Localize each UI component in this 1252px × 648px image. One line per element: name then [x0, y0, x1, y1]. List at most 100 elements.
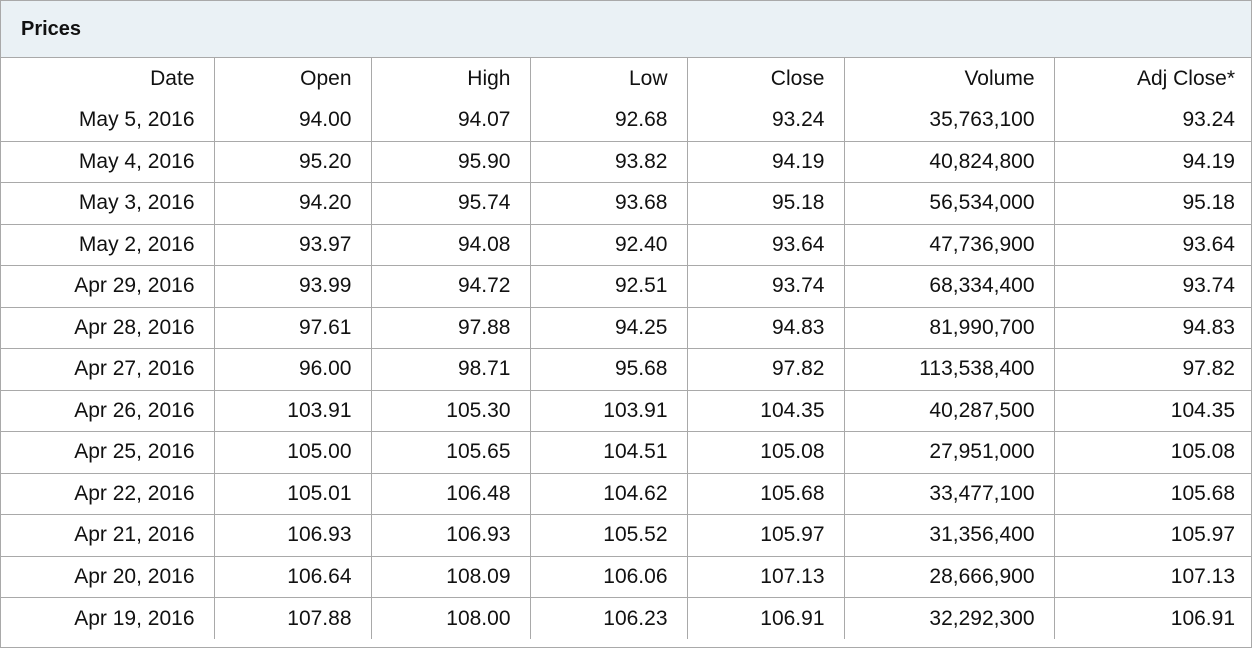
high-cell: 97.88 [370, 306, 531, 349]
open-cell: 93.97 [213, 223, 372, 266]
adj-close-cell: 95.18 [1053, 182, 1251, 225]
date-cell: May 4, 2016 [1, 140, 215, 183]
high-cell: 106.93 [370, 514, 531, 557]
close-cell: 94.83 [686, 306, 845, 349]
open-cell: 106.64 [213, 555, 372, 598]
high-cell: 106.48 [370, 472, 531, 515]
low-cell: 104.62 [529, 472, 688, 515]
volume-cell: 27,951,000 [843, 431, 1055, 474]
table-header-row: Date Open High Low Close Volume Adj Clos… [1, 58, 1251, 100]
low-cell: 95.68 [529, 348, 688, 391]
column-header-adj-close: Adj Close* [1053, 58, 1251, 100]
date-cell: Apr 29, 2016 [1, 265, 215, 308]
date-cell: May 3, 2016 [1, 182, 215, 225]
close-cell: 97.82 [686, 348, 845, 391]
high-cell: 94.08 [370, 223, 531, 266]
close-cell: 107.13 [686, 555, 845, 598]
column-header-low: Low [529, 58, 688, 100]
volume-cell: 28,666,900 [843, 555, 1055, 598]
close-cell: 95.18 [686, 182, 845, 225]
panel-title: Prices [21, 17, 82, 40]
adj-close-cell: 93.64 [1053, 223, 1251, 266]
low-cell: 103.91 [529, 389, 688, 432]
high-cell: 95.74 [370, 182, 531, 225]
close-cell: 106.91 [686, 597, 845, 639]
volume-cell: 47,736,900 [843, 223, 1055, 266]
volume-cell: 68,334,400 [843, 265, 1055, 308]
high-cell: 105.65 [370, 431, 531, 474]
date-cell: Apr 27, 2016 [1, 348, 215, 391]
high-cell: 108.00 [370, 597, 531, 639]
low-cell: 92.68 [529, 99, 688, 142]
table-row: Apr 28, 2016 97.61 97.88 94.25 94.83 81,990,7… [1, 306, 1251, 349]
volume-cell: 40,287,500 [843, 389, 1055, 432]
open-cell: 96.00 [213, 348, 372, 391]
high-cell: 94.07 [370, 99, 531, 142]
date-cell: Apr 28, 2016 [1, 306, 215, 349]
open-cell: 95.20 [213, 140, 372, 183]
close-cell: 105.08 [686, 431, 845, 474]
table-row: May 2, 2016 93.97 94.08 92.40 93.64 47,736,90… [1, 223, 1251, 266]
open-cell: 107.88 [213, 597, 372, 639]
adj-close-cell: 105.68 [1053, 472, 1251, 515]
date-cell: Apr 22, 2016 [1, 472, 215, 515]
high-cell: 105.30 [370, 389, 531, 432]
close-cell: 94.19 [686, 140, 845, 183]
table-body: May 5, 2016 94.00 94.07 92.68 93.24 35,763,10… [1, 99, 1251, 639]
table-row: May 5, 2016 94.00 94.07 92.68 93.24 35,763,10… [1, 99, 1251, 142]
panel-header: Prices [1, 1, 1251, 58]
volume-cell: 56,534,000 [843, 182, 1055, 225]
date-cell: Apr 19, 2016 [1, 597, 215, 639]
open-cell: 94.20 [213, 182, 372, 225]
table-row: Apr 22, 2016 105.01 106.48 104.62 105.68 33,4… [1, 472, 1251, 515]
date-cell: May 2, 2016 [1, 223, 215, 266]
open-cell: 93.99 [213, 265, 372, 308]
adj-close-cell: 97.82 [1053, 348, 1251, 391]
low-cell: 93.82 [529, 140, 688, 183]
close-cell: 93.74 [686, 265, 845, 308]
column-header-date: Date [1, 58, 215, 100]
table-row: Apr 27, 2016 96.00 98.71 95.68 97.82 113,538,… [1, 348, 1251, 391]
low-cell: 106.06 [529, 555, 688, 598]
table-row: Apr 19, 2016 107.88 108.00 106.23 106.91 32,2… [1, 597, 1251, 639]
volume-cell: 81,990,700 [843, 306, 1055, 349]
date-cell: Apr 20, 2016 [1, 555, 215, 598]
open-cell: 103.91 [213, 389, 372, 432]
volume-cell: 40,824,800 [843, 140, 1055, 183]
prices-table: Date Open High Low Close Volume Adj Clos… [1, 58, 1251, 639]
table-row: May 3, 2016 94.20 95.74 93.68 95.18 56,534,00… [1, 182, 1251, 225]
volume-cell: 113,538,400 [843, 348, 1055, 391]
date-cell: Apr 26, 2016 [1, 389, 215, 432]
high-cell: 108.09 [370, 555, 531, 598]
table-row: Apr 26, 2016 103.91 105.30 103.91 104.35 40,2… [1, 389, 1251, 432]
date-cell: Apr 25, 2016 [1, 431, 215, 474]
table-row: Apr 20, 2016 106.64 108.09 106.06 107.13 28,6… [1, 555, 1251, 598]
column-header-open: Open [213, 58, 372, 100]
adj-close-cell: 94.19 [1053, 140, 1251, 183]
close-cell: 93.24 [686, 99, 845, 142]
open-cell: 97.61 [213, 306, 372, 349]
open-cell: 105.00 [213, 431, 372, 474]
column-header-close: Close [686, 58, 845, 100]
close-cell: 105.97 [686, 514, 845, 557]
table-row: May 4, 2016 95.20 95.90 93.82 94.19 40,824,80… [1, 140, 1251, 183]
date-cell: May 5, 2016 [1, 99, 215, 142]
high-cell: 94.72 [370, 265, 531, 308]
close-cell: 105.68 [686, 472, 845, 515]
adj-close-cell: 106.91 [1053, 597, 1251, 639]
adj-close-cell: 105.97 [1053, 514, 1251, 557]
adj-close-cell: 94.83 [1053, 306, 1251, 349]
table-row: Apr 21, 2016 106.93 106.93 105.52 105.97 31,3… [1, 514, 1251, 557]
low-cell: 106.23 [529, 597, 688, 639]
close-cell: 104.35 [686, 389, 845, 432]
close-cell: 93.64 [686, 223, 845, 266]
column-header-high: High [370, 58, 531, 100]
high-cell: 95.90 [370, 140, 531, 183]
low-cell: 94.25 [529, 306, 688, 349]
volume-cell: 33,477,100 [843, 472, 1055, 515]
open-cell: 105.01 [213, 472, 372, 515]
volume-cell: 31,356,400 [843, 514, 1055, 557]
low-cell: 92.40 [529, 223, 688, 266]
adj-close-cell: 107.13 [1053, 555, 1251, 598]
